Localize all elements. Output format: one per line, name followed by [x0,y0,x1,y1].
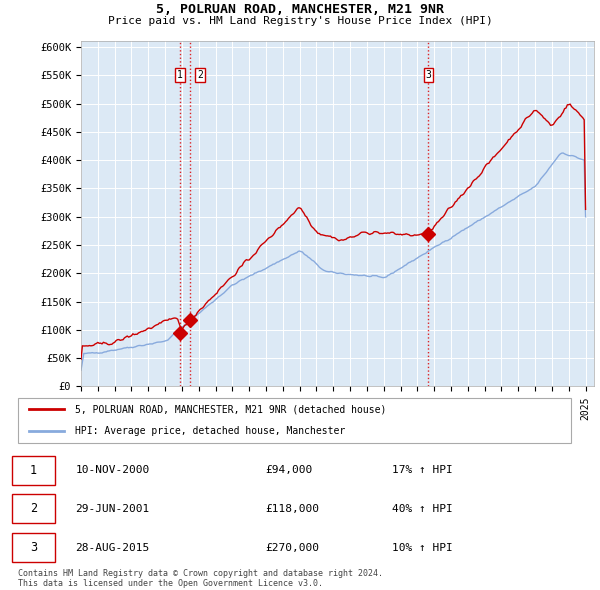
Text: £270,000: £270,000 [265,543,319,553]
Text: 28-AUG-2015: 28-AUG-2015 [76,543,149,553]
FancyBboxPatch shape [12,533,55,562]
Text: £118,000: £118,000 [265,504,319,514]
Text: £94,000: £94,000 [265,465,313,475]
FancyBboxPatch shape [18,398,571,443]
Text: 10% ↑ HPI: 10% ↑ HPI [392,543,453,553]
Text: 10-NOV-2000: 10-NOV-2000 [76,465,149,475]
Text: 5, POLRUAN ROAD, MANCHESTER, M21 9NR (detached house): 5, POLRUAN ROAD, MANCHESTER, M21 9NR (de… [76,404,387,414]
Text: 17% ↑ HPI: 17% ↑ HPI [392,465,453,475]
Text: 1: 1 [30,464,37,477]
FancyBboxPatch shape [12,494,55,523]
FancyBboxPatch shape [12,455,55,485]
Text: Price paid vs. HM Land Registry's House Price Index (HPI): Price paid vs. HM Land Registry's House … [107,16,493,26]
Text: 1: 1 [177,70,182,80]
Text: HPI: Average price, detached house, Manchester: HPI: Average price, detached house, Manc… [76,427,346,437]
Text: 5, POLRUAN ROAD, MANCHESTER, M21 9NR: 5, POLRUAN ROAD, MANCHESTER, M21 9NR [156,3,444,16]
Text: Contains HM Land Registry data © Crown copyright and database right 2024.
This d: Contains HM Land Registry data © Crown c… [18,569,383,588]
Text: 2: 2 [197,70,203,80]
Text: 3: 3 [30,541,37,554]
Text: 3: 3 [425,70,431,80]
Text: 2: 2 [30,502,37,516]
Text: 29-JUN-2001: 29-JUN-2001 [76,504,149,514]
Text: 40% ↑ HPI: 40% ↑ HPI [392,504,453,514]
